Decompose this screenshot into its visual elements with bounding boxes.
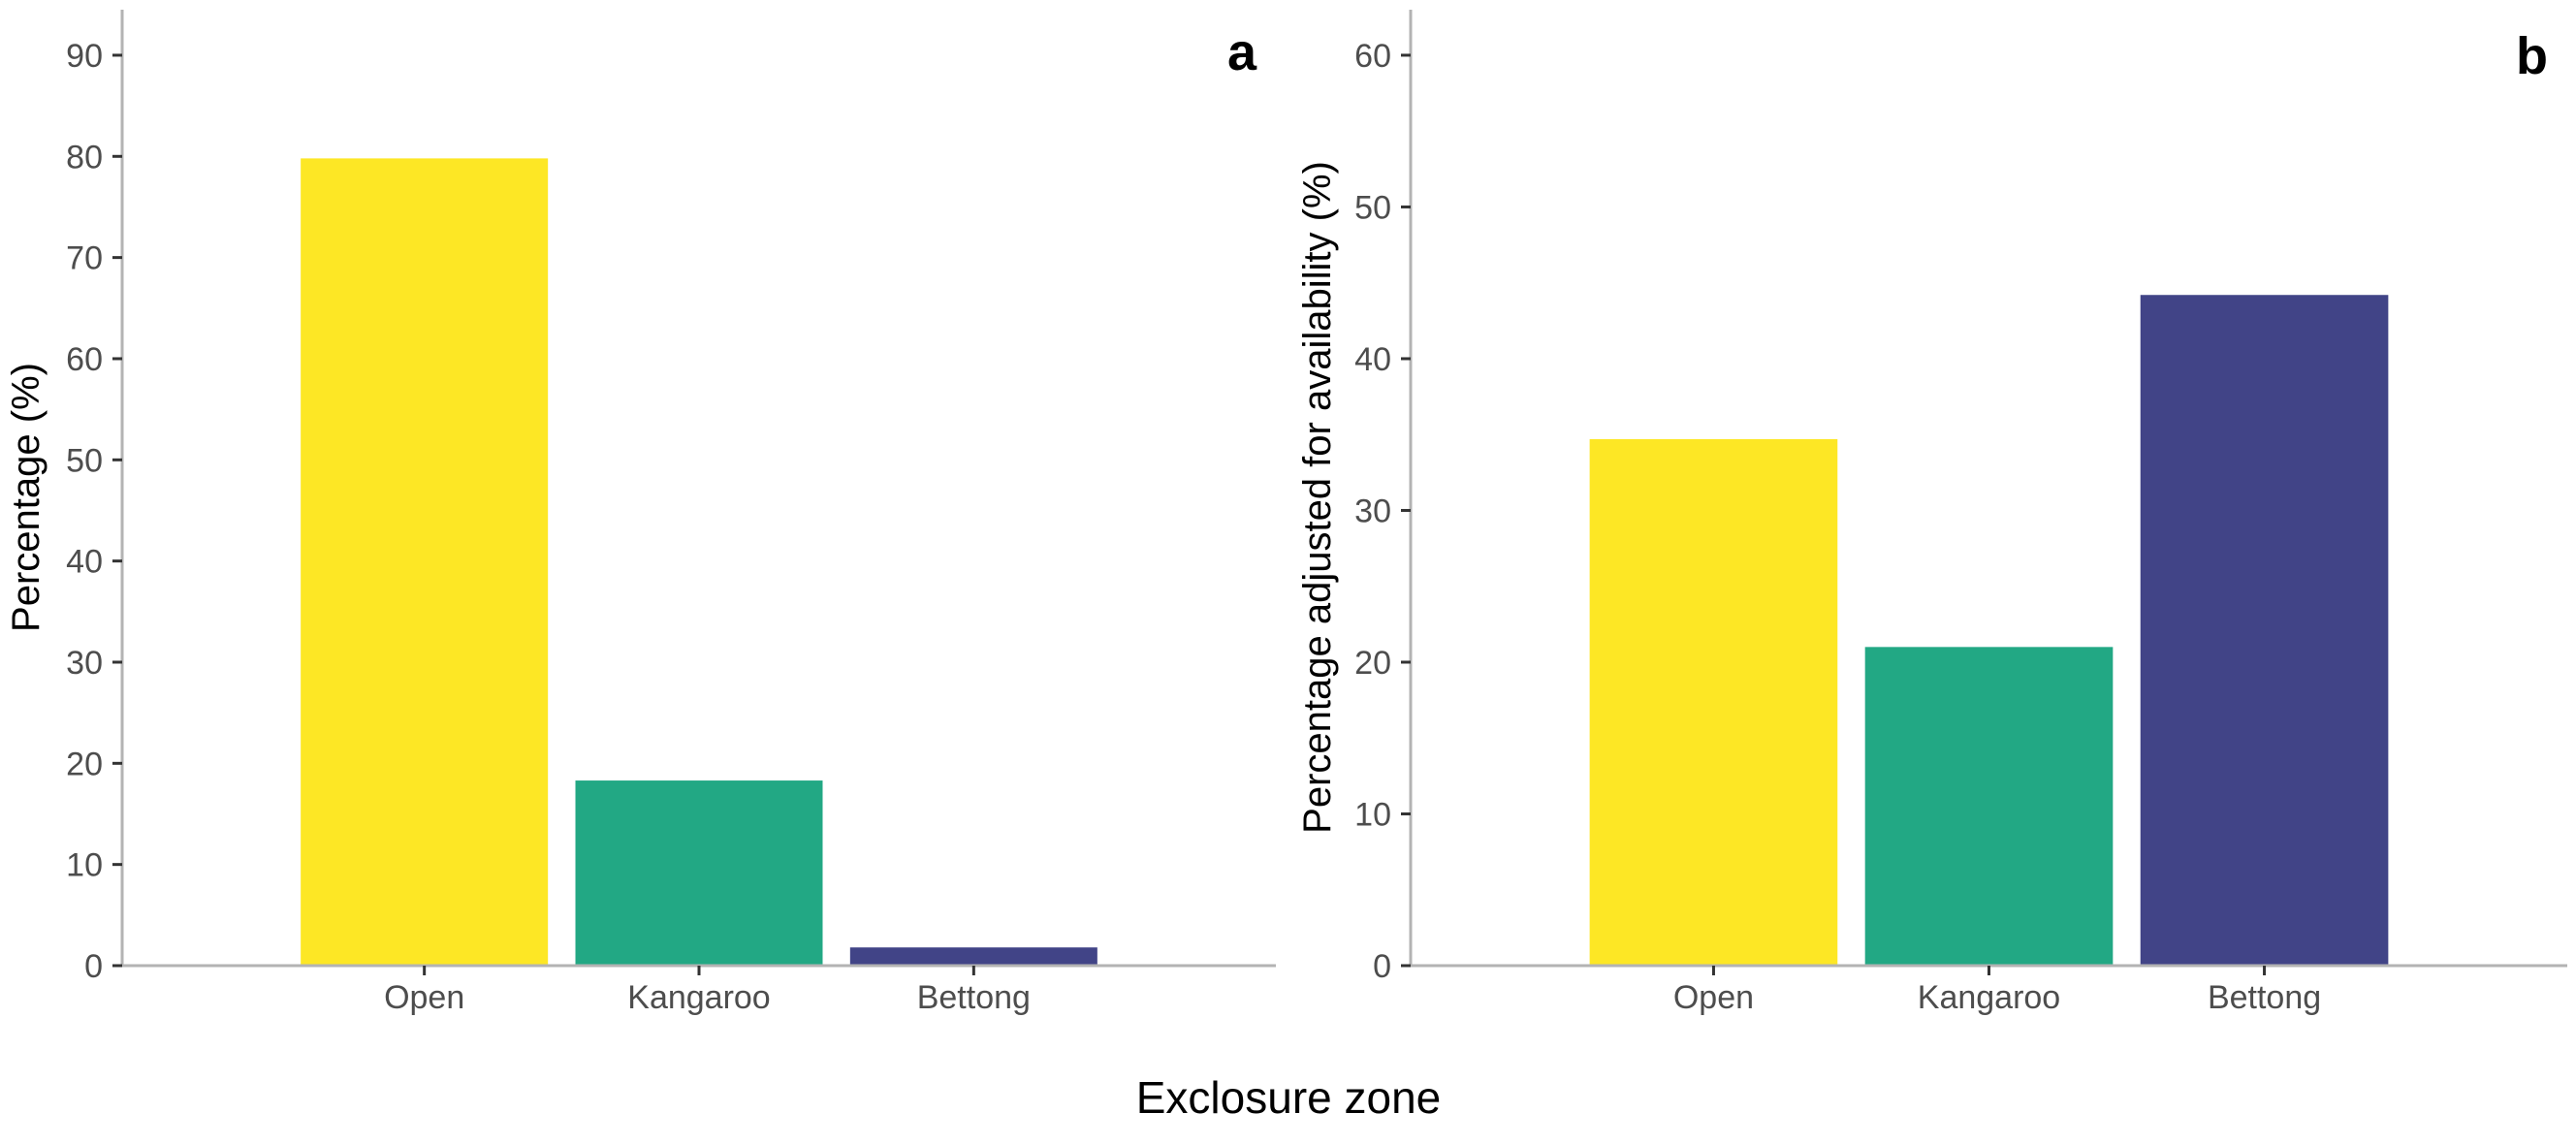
bar-kangaroo — [1864, 647, 2114, 966]
panel-b: 0 10 20 30 40 50 60 Open Kangaroo Bettong Percenta… — [1296, 10, 2567, 1016]
y-tick-label: 0 — [1373, 948, 1391, 985]
y-tick-label: 30 — [1354, 493, 1391, 529]
y-tick-label: 40 — [66, 544, 103, 581]
bar-bettong — [2140, 295, 2389, 966]
y-tick-label: 30 — [66, 645, 103, 682]
x-tick-label-kangaroo: Kangaroo — [627, 979, 770, 1016]
y-tick-label: 50 — [66, 442, 103, 479]
y-tick-label: 60 — [66, 341, 103, 378]
y-tick-label: 60 — [1354, 38, 1391, 75]
y-tick-label: 90 — [66, 38, 103, 75]
y-tick-label: 80 — [66, 139, 103, 175]
shared-x-axis-title: Exclosure zone — [1136, 1072, 1442, 1123]
y-tick-label: 10 — [1354, 796, 1391, 833]
y-tick-label: 50 — [1354, 189, 1391, 226]
y-tick-label: 10 — [66, 847, 103, 884]
bar-kangaroo — [575, 780, 823, 966]
y-axis-title: Percentage adjusted for availability (%) — [1296, 161, 1339, 834]
bar-bettong — [849, 947, 1097, 966]
y-axis-title: Percentage (%) — [5, 363, 48, 632]
y-tick-label: 0 — [84, 948, 103, 985]
y-tick-label: 70 — [66, 240, 103, 277]
bar-open — [301, 158, 549, 966]
x-tick-label-open: Open — [1673, 979, 1754, 1016]
panel-label: b — [2516, 27, 2548, 85]
y-tick-label: 20 — [66, 746, 103, 782]
x-tick-label-bettong: Bettong — [917, 979, 1031, 1016]
panel-a: 0 10 20 30 40 50 60 70 80 90 Open Kangaroo Bettong Pe… — [5, 10, 1276, 1016]
x-tick-label-kangaroo: Kangaroo — [1918, 979, 2060, 1016]
y-tick-label: 40 — [1354, 341, 1391, 378]
x-tick-label-bettong: Bettong — [2208, 979, 2321, 1016]
y-tick-label: 20 — [1354, 645, 1391, 682]
bar-open — [1589, 438, 1838, 966]
x-tick-label-open: Open — [384, 979, 464, 1016]
panel-label: a — [1227, 23, 1257, 81]
